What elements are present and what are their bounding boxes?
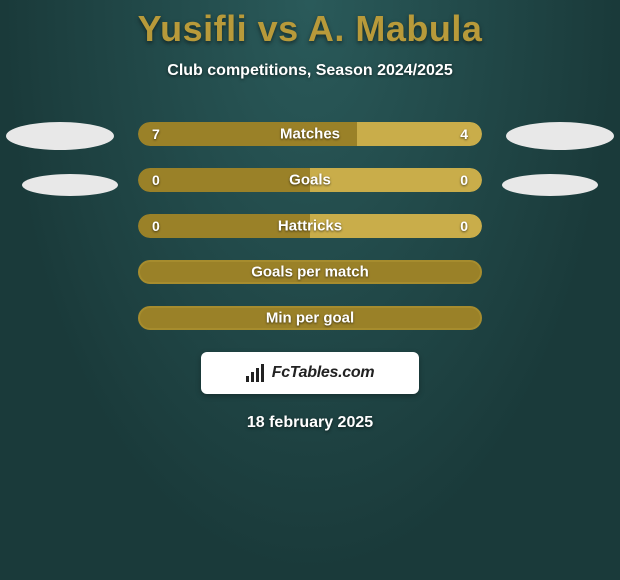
stat-value-left: 0 bbox=[152, 218, 160, 234]
decorative-ellipse bbox=[506, 122, 614, 150]
stat-bar-right bbox=[310, 168, 482, 192]
stat-value-right: 4 bbox=[460, 126, 468, 142]
logo-badge[interactable]: FcTables.com bbox=[201, 352, 419, 394]
stat-row: Min per goal bbox=[138, 306, 482, 330]
stats-area: Matches 7 4 Goals 0 0 Hattricks 0 0 Goals per mat… bbox=[0, 122, 620, 432]
stat-value-left: 7 bbox=[152, 126, 160, 142]
page-title: Yusifli vs A. Mabula bbox=[0, 8, 620, 50]
stat-label: Matches bbox=[280, 126, 340, 143]
decorative-ellipse bbox=[22, 174, 118, 196]
stat-label: Goals per match bbox=[251, 264, 369, 281]
stat-row: Matches 7 4 bbox=[138, 122, 482, 146]
stat-row: Hattricks 0 0 bbox=[138, 214, 482, 238]
stat-row: Goals per match bbox=[138, 260, 482, 284]
comparison-card: Yusifli vs A. Mabula Club competitions, … bbox=[0, 0, 620, 432]
stat-value-left: 0 bbox=[152, 172, 160, 188]
subtitle: Club competitions, Season 2024/2025 bbox=[0, 62, 620, 80]
stat-row: Goals 0 0 bbox=[138, 168, 482, 192]
date-label: 18 february 2025 bbox=[0, 414, 620, 432]
bar-chart-icon bbox=[246, 364, 268, 382]
decorative-ellipse bbox=[6, 122, 114, 150]
stat-label: Goals bbox=[289, 172, 331, 189]
decorative-ellipse bbox=[502, 174, 598, 196]
stat-value-right: 0 bbox=[460, 172, 468, 188]
logo-text: FcTables.com bbox=[272, 364, 375, 382]
stat-label: Min per goal bbox=[266, 310, 354, 327]
stat-bar-left bbox=[138, 168, 310, 192]
stat-value-right: 0 bbox=[460, 218, 468, 234]
stat-label: Hattricks bbox=[278, 218, 342, 235]
